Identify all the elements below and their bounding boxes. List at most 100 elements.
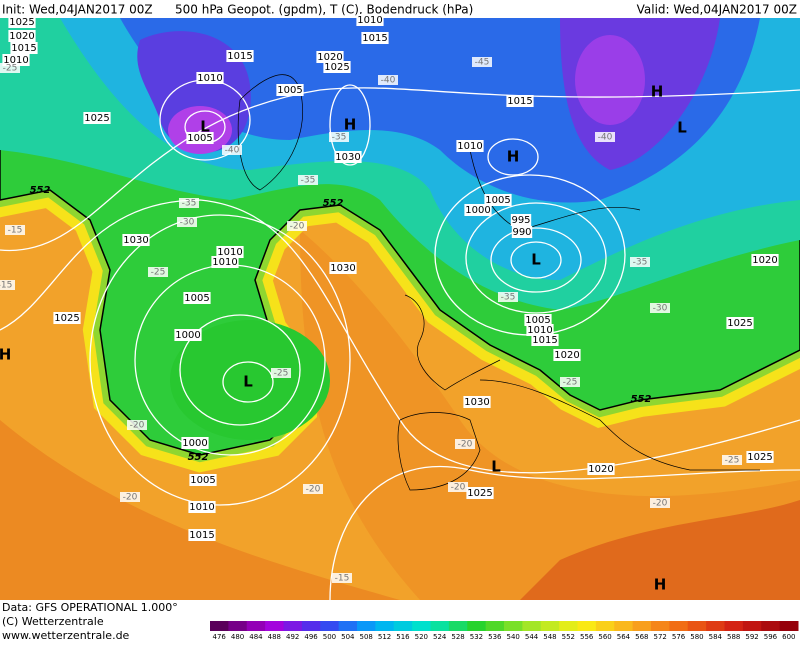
isobar-label: 1010 [357, 15, 382, 26]
isobar-label: 1000 [465, 205, 490, 216]
temperature-label-box [148, 267, 168, 277]
isobar-label: 1030 [464, 397, 489, 408]
legend-swatch [338, 621, 358, 631]
header-title: 500 hPa Geopot. (gpdm), T (C), Bodendruc… [175, 3, 473, 17]
temperature-label-box [448, 482, 468, 492]
temperature-label-box [498, 292, 518, 302]
legend-label: 576 [672, 633, 686, 641]
isobar-label: 1020 [752, 255, 777, 266]
header-init: Init: Wed,04JAN2017 00Z [2, 3, 153, 17]
legend-swatch [632, 621, 652, 631]
temperature-label: -20 [290, 222, 305, 232]
isobar-label-box [751, 254, 779, 266]
isobar-label: 1005 [525, 315, 550, 326]
isobar-label: 1005 [277, 85, 302, 96]
legend-swatch [761, 621, 781, 631]
isobar-label: 1015 [227, 51, 252, 62]
temperature-label: -20 [653, 499, 668, 509]
legend-swatch [265, 621, 284, 631]
isobar-label-box [329, 262, 357, 274]
isobar-label-box [183, 292, 211, 304]
legend-label: 568 [635, 633, 648, 641]
isobar-label: 1025 [84, 113, 109, 124]
legend-label: 552 [562, 633, 575, 641]
isobar-label-box [181, 437, 209, 449]
isobar-label-box [466, 487, 494, 499]
isobar-label-box [510, 214, 532, 226]
temperature-label: -15 [8, 226, 23, 236]
temperature-label: -30 [180, 218, 195, 228]
legend-swatch [577, 621, 597, 631]
temperature-label-box [120, 492, 140, 502]
temperature-label-box [329, 132, 349, 142]
temperature-label-box [560, 377, 580, 387]
isobar-label: 1025 [727, 318, 752, 329]
isobar-label-box [10, 42, 38, 54]
legend-swatch [430, 621, 450, 631]
temperature-label: -35 [633, 258, 648, 268]
legend-swatch [320, 621, 340, 631]
isobar-label-box [276, 84, 304, 96]
isobar-label-box [186, 132, 214, 144]
legend-label: 508 [360, 633, 373, 641]
isobar-label-box [122, 234, 150, 246]
isobar-label-box [506, 95, 534, 107]
legend-label: 580 [690, 633, 703, 641]
temperature-label-box [222, 145, 242, 155]
pressure-center: L [243, 373, 253, 391]
temperature-label-box [298, 175, 318, 185]
legend-swatch [595, 621, 615, 631]
pressure-center: H [344, 116, 357, 134]
isobar-label: 1020 [554, 350, 579, 361]
temperature-label: -45 [475, 58, 490, 68]
legend-swatch [467, 621, 487, 631]
isobar-label: 1015 [189, 530, 214, 541]
legend-label: 512 [378, 633, 391, 641]
pressure-center: L [200, 118, 210, 136]
temperature-label: -40 [598, 133, 613, 143]
isobar-label: 1025 [54, 313, 79, 324]
isobar-label-box [524, 314, 552, 326]
isobar-label: 1015 [507, 96, 532, 107]
legend-swatch [614, 621, 634, 631]
temperature-label: -15 [335, 574, 350, 584]
isobar-label: 995 [511, 215, 530, 226]
temperature-label: -20 [123, 493, 138, 503]
temperature-label-box [630, 257, 650, 267]
isobar-label-box [526, 324, 554, 336]
legend-label: 592 [745, 633, 758, 641]
isobar-label-box [361, 32, 389, 44]
temperature-label-box [472, 57, 492, 67]
footer-data: Data: GFS OPERATIONAL 1.000° [2, 601, 178, 614]
legend-label: 572 [654, 633, 667, 641]
temperature-label-box [332, 573, 352, 583]
isobar-label-box [356, 14, 384, 26]
isobar-label: 1000 [175, 330, 200, 341]
temperature-label: -25 [151, 268, 166, 278]
isobar-label: 1010 [527, 325, 552, 336]
pressure-center: H [654, 576, 667, 594]
legend-swatch [301, 621, 321, 631]
temperature-label: -25 [725, 456, 740, 466]
isobar-label: 1005 [190, 475, 215, 486]
legend-label: 488 [268, 633, 281, 641]
temperature-label-box [722, 455, 742, 465]
temperature-label: -20 [451, 483, 466, 493]
temperature-label-box [650, 303, 670, 313]
isobar-label-box [189, 474, 217, 486]
isobar-label-box [83, 112, 111, 124]
legend-label: 584 [709, 633, 723, 641]
isobar-label-box [226, 50, 254, 62]
legend-swatch [357, 621, 376, 631]
isobar-label: 1010 [217, 247, 242, 258]
isobar-label-box [456, 140, 484, 152]
legend-label: 484 [249, 633, 263, 641]
legend-swatch [724, 621, 744, 631]
legend-label: 516 [396, 633, 410, 641]
isobar-label-box [511, 226, 533, 238]
legend-label: 504 [341, 633, 355, 641]
temperature-label: -30 [653, 304, 668, 314]
legend-swatch [375, 621, 395, 631]
isobar-label: 1010 [457, 141, 482, 152]
temperature-label: -20 [306, 485, 321, 495]
